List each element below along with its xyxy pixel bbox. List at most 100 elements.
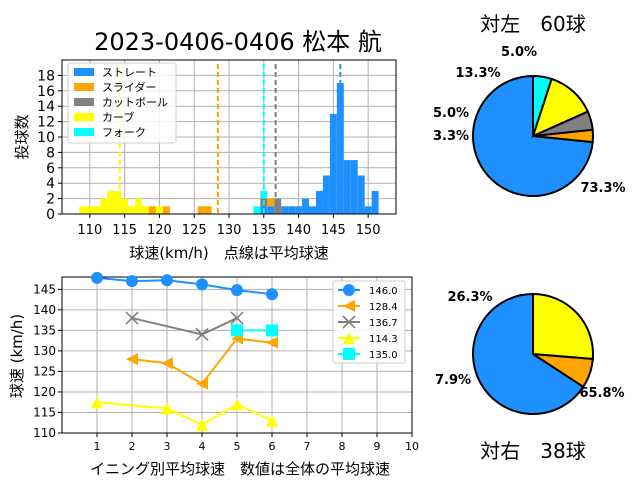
pie-chart-left: 73.3%3.3%5.0%13.3%5.0%対左 60球 xyxy=(433,12,626,197)
y-tick-label: 0 xyxy=(46,207,55,223)
histogram-bar xyxy=(288,206,296,214)
histogram-bar xyxy=(155,206,163,214)
pie-slice xyxy=(532,292,594,360)
y-tick-label: 10 xyxy=(37,130,55,146)
y-tick-label: 135 xyxy=(33,323,56,337)
histogram-bar xyxy=(267,206,275,214)
histogram-bar xyxy=(107,190,115,214)
histogram-bar xyxy=(281,206,289,214)
x-tick-label: 135 xyxy=(251,223,276,238)
pie-title: 対左 60球 xyxy=(480,12,585,36)
y-tick-label: 12 xyxy=(37,115,55,131)
y-tick-label: 4 xyxy=(46,176,55,192)
histogram-bar xyxy=(86,206,94,214)
x-tick-label: 8 xyxy=(339,440,346,453)
histogram-bar xyxy=(114,190,122,214)
legend-label: ストレート xyxy=(102,66,157,79)
x-tick-label: 10 xyxy=(405,440,419,453)
pie-slice-label: 5.0% xyxy=(501,45,537,60)
data-point xyxy=(91,396,103,409)
histogram-bar xyxy=(302,198,310,214)
histogram-bar xyxy=(93,206,101,214)
histogram-bar xyxy=(371,190,379,214)
data-point xyxy=(126,275,138,288)
y-tick-label: 16 xyxy=(37,84,55,100)
x-tick-label: 1 xyxy=(94,440,101,453)
y-tick-label: 145 xyxy=(33,282,56,296)
legend-label: 135.0 xyxy=(369,350,398,361)
pie-slice xyxy=(532,74,553,137)
legend-swatch xyxy=(74,113,94,121)
pie-slice xyxy=(472,292,585,415)
inning-line-chart: 1 2 3 4 5 6 7 8 9 10 110 115 120 125 130 135 140 145 イニング別… xyxy=(8,271,419,478)
pie-slice-label: 65.8% xyxy=(579,386,624,401)
y-tick-label: 14 xyxy=(37,99,55,115)
y-axis-label: 球速 (km/h) xyxy=(8,314,26,398)
pie-slice-label: 5.0% xyxy=(433,106,469,121)
histogram-bar xyxy=(79,206,87,214)
histogram-bar xyxy=(197,206,205,214)
x-tick-label: 130 xyxy=(217,223,242,238)
histogram-bar xyxy=(204,206,212,214)
y-tick-label: 18 xyxy=(37,68,55,84)
legend-swatch xyxy=(74,98,94,106)
x-tick-label: 145 xyxy=(321,223,346,238)
histogram-bar xyxy=(329,113,337,214)
legend-label: スライダー xyxy=(102,80,157,94)
histogram-bar xyxy=(315,190,323,214)
data-point xyxy=(266,414,278,427)
legend-label: カーブ xyxy=(102,110,134,124)
legend-label: 136.7 xyxy=(369,318,398,329)
legend-swatch xyxy=(74,83,94,91)
pie-slice-label: 13.3% xyxy=(455,66,500,81)
histogram-bar xyxy=(322,175,330,214)
pie-slice-label: 26.3% xyxy=(447,290,492,305)
x-tick-label: 2 xyxy=(129,440,136,453)
x-axis-label: 球速(km/h) 点線は平均球速 xyxy=(129,244,329,262)
histogram-bar xyxy=(135,198,143,214)
data-point xyxy=(266,324,278,337)
legend-marker xyxy=(343,284,355,296)
x-tick-label: 115 xyxy=(112,223,137,238)
data-point xyxy=(266,288,278,301)
legend-marker xyxy=(342,315,356,329)
x-tick-label: 125 xyxy=(182,223,207,238)
histogram-bar xyxy=(295,206,303,214)
histogram-chart: 110 115 120 125 130 135 140 145 150 0246810121416… xyxy=(13,59,397,262)
legend-swatch xyxy=(74,128,94,136)
legend-swatch xyxy=(74,68,94,76)
legend-label: カットボール xyxy=(102,96,168,109)
legend-label: 114.3 xyxy=(369,334,398,345)
y-axis-label: 投球数 xyxy=(13,114,31,159)
histogram-bar xyxy=(343,160,351,214)
y-tick-label: 125 xyxy=(33,364,56,378)
pie-title: 対右 38球 xyxy=(480,439,585,463)
data-point xyxy=(196,377,208,390)
histogram-bar xyxy=(253,206,261,214)
data-point xyxy=(196,278,208,291)
y-tick-label: 115 xyxy=(33,405,56,419)
data-point xyxy=(196,418,208,431)
legend-label: 128.4 xyxy=(369,302,398,313)
x-tick-label: 120 xyxy=(147,223,172,238)
histogram-bar xyxy=(274,198,282,214)
x-tick-label: 150 xyxy=(356,223,381,238)
x-axis-label: イニング別平均球速 数値は全体の平均球速 xyxy=(90,460,390,478)
legend-label: 146.0 xyxy=(369,286,398,297)
histogram-bar xyxy=(357,175,365,214)
y-tick-label: 110 xyxy=(33,426,56,440)
data-point xyxy=(161,274,173,287)
histogram-bar xyxy=(162,206,170,214)
histogram-bar xyxy=(364,206,372,214)
x-tick-label: 140 xyxy=(286,223,311,238)
data-point xyxy=(231,284,243,297)
data-point xyxy=(230,311,244,325)
x-tick-label: 5 xyxy=(234,440,241,453)
data-point xyxy=(91,271,103,284)
chart-title: 2023-0406-0406 松本 航 xyxy=(94,28,382,56)
histogram-bar xyxy=(128,206,136,214)
histogram-bar xyxy=(121,198,129,214)
histogram-bar xyxy=(267,198,275,207)
x-tick-label: 7 xyxy=(304,440,311,453)
